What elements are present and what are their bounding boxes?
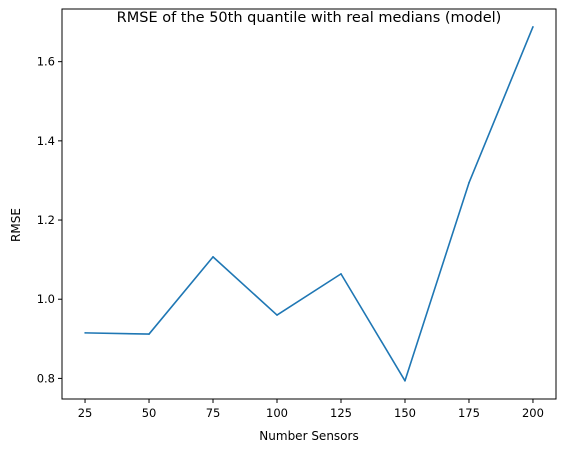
y-axis-label: RMSE [9,208,23,242]
data-point [340,273,342,275]
series-line [85,26,534,382]
x-axis: 25 50 75 100 125 150 175 200 [78,399,544,420]
chart-title: RMSE of the 50th quantile with real medi… [117,10,502,26]
y-axis: 0.8 1.0 1.2 1.4 1.6 [37,55,62,385]
x-tick-label: 125 [330,406,352,420]
x-tick-label: 200 [522,406,544,420]
data-point [276,314,278,316]
x-tick-label: 100 [266,406,288,420]
x-tick-label: 50 [142,406,157,420]
x-tick-label: 150 [394,406,416,420]
x-tick-label: 25 [78,406,93,420]
data-point [84,332,86,334]
plot-frame [61,8,557,400]
data-point [468,182,470,184]
data-point [532,26,534,28]
y-tick-label: 1.2 [37,213,55,227]
y-tick-label: 0.8 [37,371,55,385]
data-point [148,333,150,335]
plot-area [84,26,534,382]
y-tick-label: 1.4 [37,134,55,148]
x-tick-label: 75 [206,406,221,420]
x-tick-label: 175 [458,406,480,420]
y-tick-label: 1.0 [37,292,55,306]
x-axis-label: Number Sensors [259,429,358,443]
data-point [212,256,214,258]
y-tick-label: 1.6 [37,55,55,69]
data-point [404,379,406,382]
